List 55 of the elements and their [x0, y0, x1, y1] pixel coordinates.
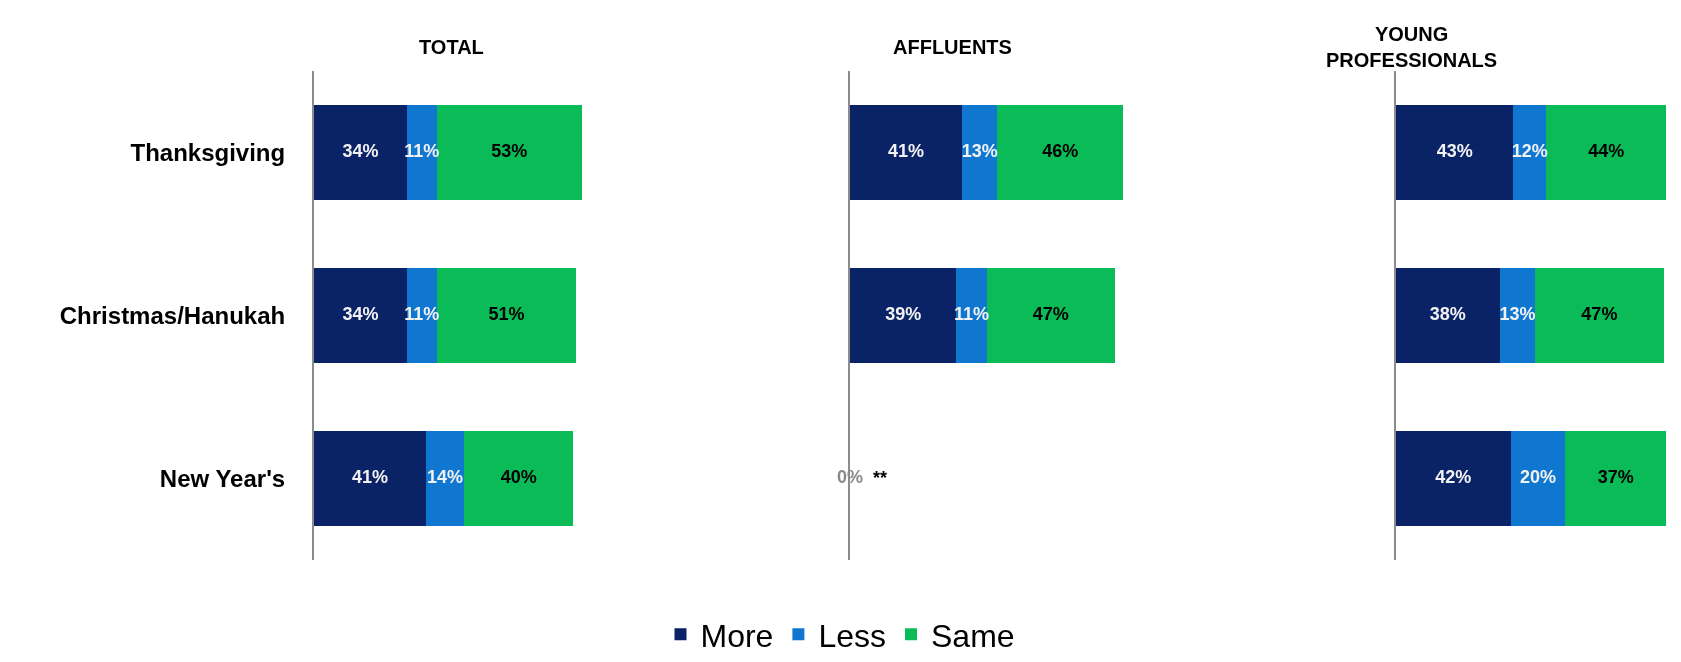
data-label: 12% — [1511, 141, 1548, 161]
bar — [850, 105, 962, 200]
bar — [1565, 431, 1667, 526]
data-label: 34% — [342, 141, 379, 161]
data-label: 39% — [885, 304, 922, 324]
bar — [1499, 268, 1536, 363]
bar — [406, 268, 437, 363]
data-label: 11% — [404, 304, 440, 324]
bar — [997, 105, 1123, 200]
data-label: 43% — [1436, 141, 1473, 161]
data-label: 41% — [351, 467, 388, 487]
bar — [425, 431, 465, 526]
data-label: 38% — [1429, 304, 1466, 324]
bar — [956, 268, 987, 363]
data-label: 51% — [488, 304, 525, 324]
bar — [314, 431, 426, 526]
bar — [314, 268, 407, 363]
data-label: 41% — [887, 141, 924, 161]
data-label: 53% — [491, 141, 528, 161]
bar — [1396, 268, 1500, 363]
data-label: 11% — [953, 304, 989, 324]
data-label: 11% — [404, 141, 440, 161]
legend-label: More — [700, 617, 774, 654]
data-label: 40% — [500, 467, 537, 487]
data-label: 44% — [1588, 141, 1625, 161]
bar — [1396, 105, 1514, 200]
annotation: ** — [873, 468, 888, 488]
bar — [961, 105, 998, 200]
bar — [1546, 105, 1667, 200]
data-label: 37% — [1597, 467, 1634, 487]
chart-title: AFFLUENTS — [893, 36, 1012, 58]
y-tick-label: New Year's — [159, 464, 286, 492]
data-label: 42% — [1435, 467, 1472, 487]
bar — [1396, 431, 1511, 526]
chart-title: TOTAL — [419, 36, 484, 58]
data-label: 13% — [961, 141, 998, 161]
bar — [406, 105, 437, 200]
y-tick-label: Christmas/Hanukah — [59, 301, 286, 329]
data-label: 47% — [1581, 304, 1618, 324]
data-label: 13% — [1499, 304, 1536, 324]
data-label: 14% — [427, 467, 464, 487]
legend-label: Less — [818, 617, 886, 654]
data-label: 46% — [1042, 141, 1079, 161]
bar — [850, 268, 957, 363]
bar — [314, 105, 407, 200]
bar — [464, 431, 574, 526]
bar — [1513, 105, 1547, 200]
data-label: 34% — [342, 304, 379, 324]
legend-label: Same — [931, 617, 1015, 654]
bar — [1535, 268, 1664, 363]
data-label: 20% — [1519, 467, 1556, 487]
bar — [1510, 431, 1566, 526]
y-tick-label: Thanksgiving — [130, 138, 286, 166]
data-label: 47% — [1032, 304, 1069, 324]
chart-title: YOUNG PROFESSIONALS — [1326, 23, 1498, 71]
